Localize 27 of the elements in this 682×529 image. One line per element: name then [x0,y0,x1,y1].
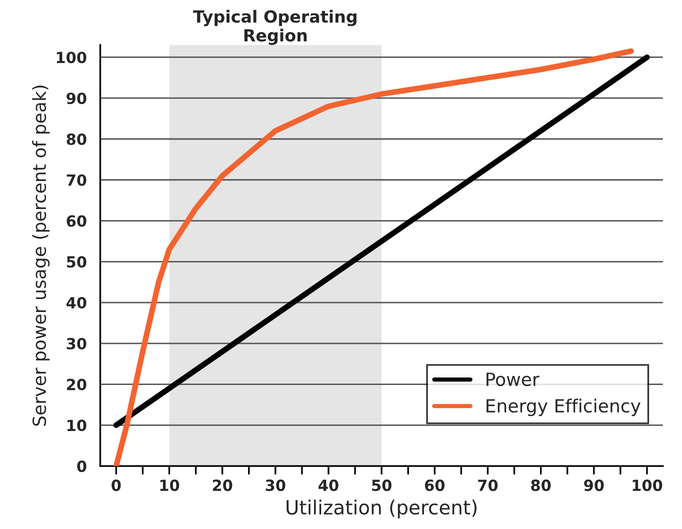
x-tick-label: 30 [266,480,286,492]
y-tick-label: 90 [66,92,86,104]
x-tick-label: 100 [632,480,662,492]
legend-label: Power [486,372,540,386]
legend-label: Energy Efficiency [486,398,640,416]
x-tick-label: 40 [318,480,338,492]
x-tick-label: 80 [531,480,551,492]
y-tick-label: 100 [56,52,86,64]
x-tick-label: 70 [478,480,498,492]
x-tick-label: 60 [424,480,445,492]
y-tick-label: 70 [66,174,86,186]
x-tick-label: 10 [160,480,180,492]
x-tick-label: 50 [372,480,392,492]
y-tick-label: 80 [66,133,86,146]
y-tick-label: 0 [77,460,86,472]
y-axis-title: Server power usage (percent of peak) [32,86,50,426]
band-label: Typical Operating Region [193,10,356,45]
x-tick-label: 20 [212,480,232,492]
y-tick-label: 20 [67,378,86,390]
y-tick-label: 30 [66,338,86,350]
y-tick-label: 60 [66,215,86,227]
y-tick-label: 50 [66,256,86,268]
x-tick-label: 0 [112,480,121,492]
x-tick-label: 90 [584,480,604,492]
y-tick-label: 40 [66,296,86,309]
x-axis-title: Utilization (percent) [286,500,477,518]
y-tick-label: 10 [68,420,86,432]
